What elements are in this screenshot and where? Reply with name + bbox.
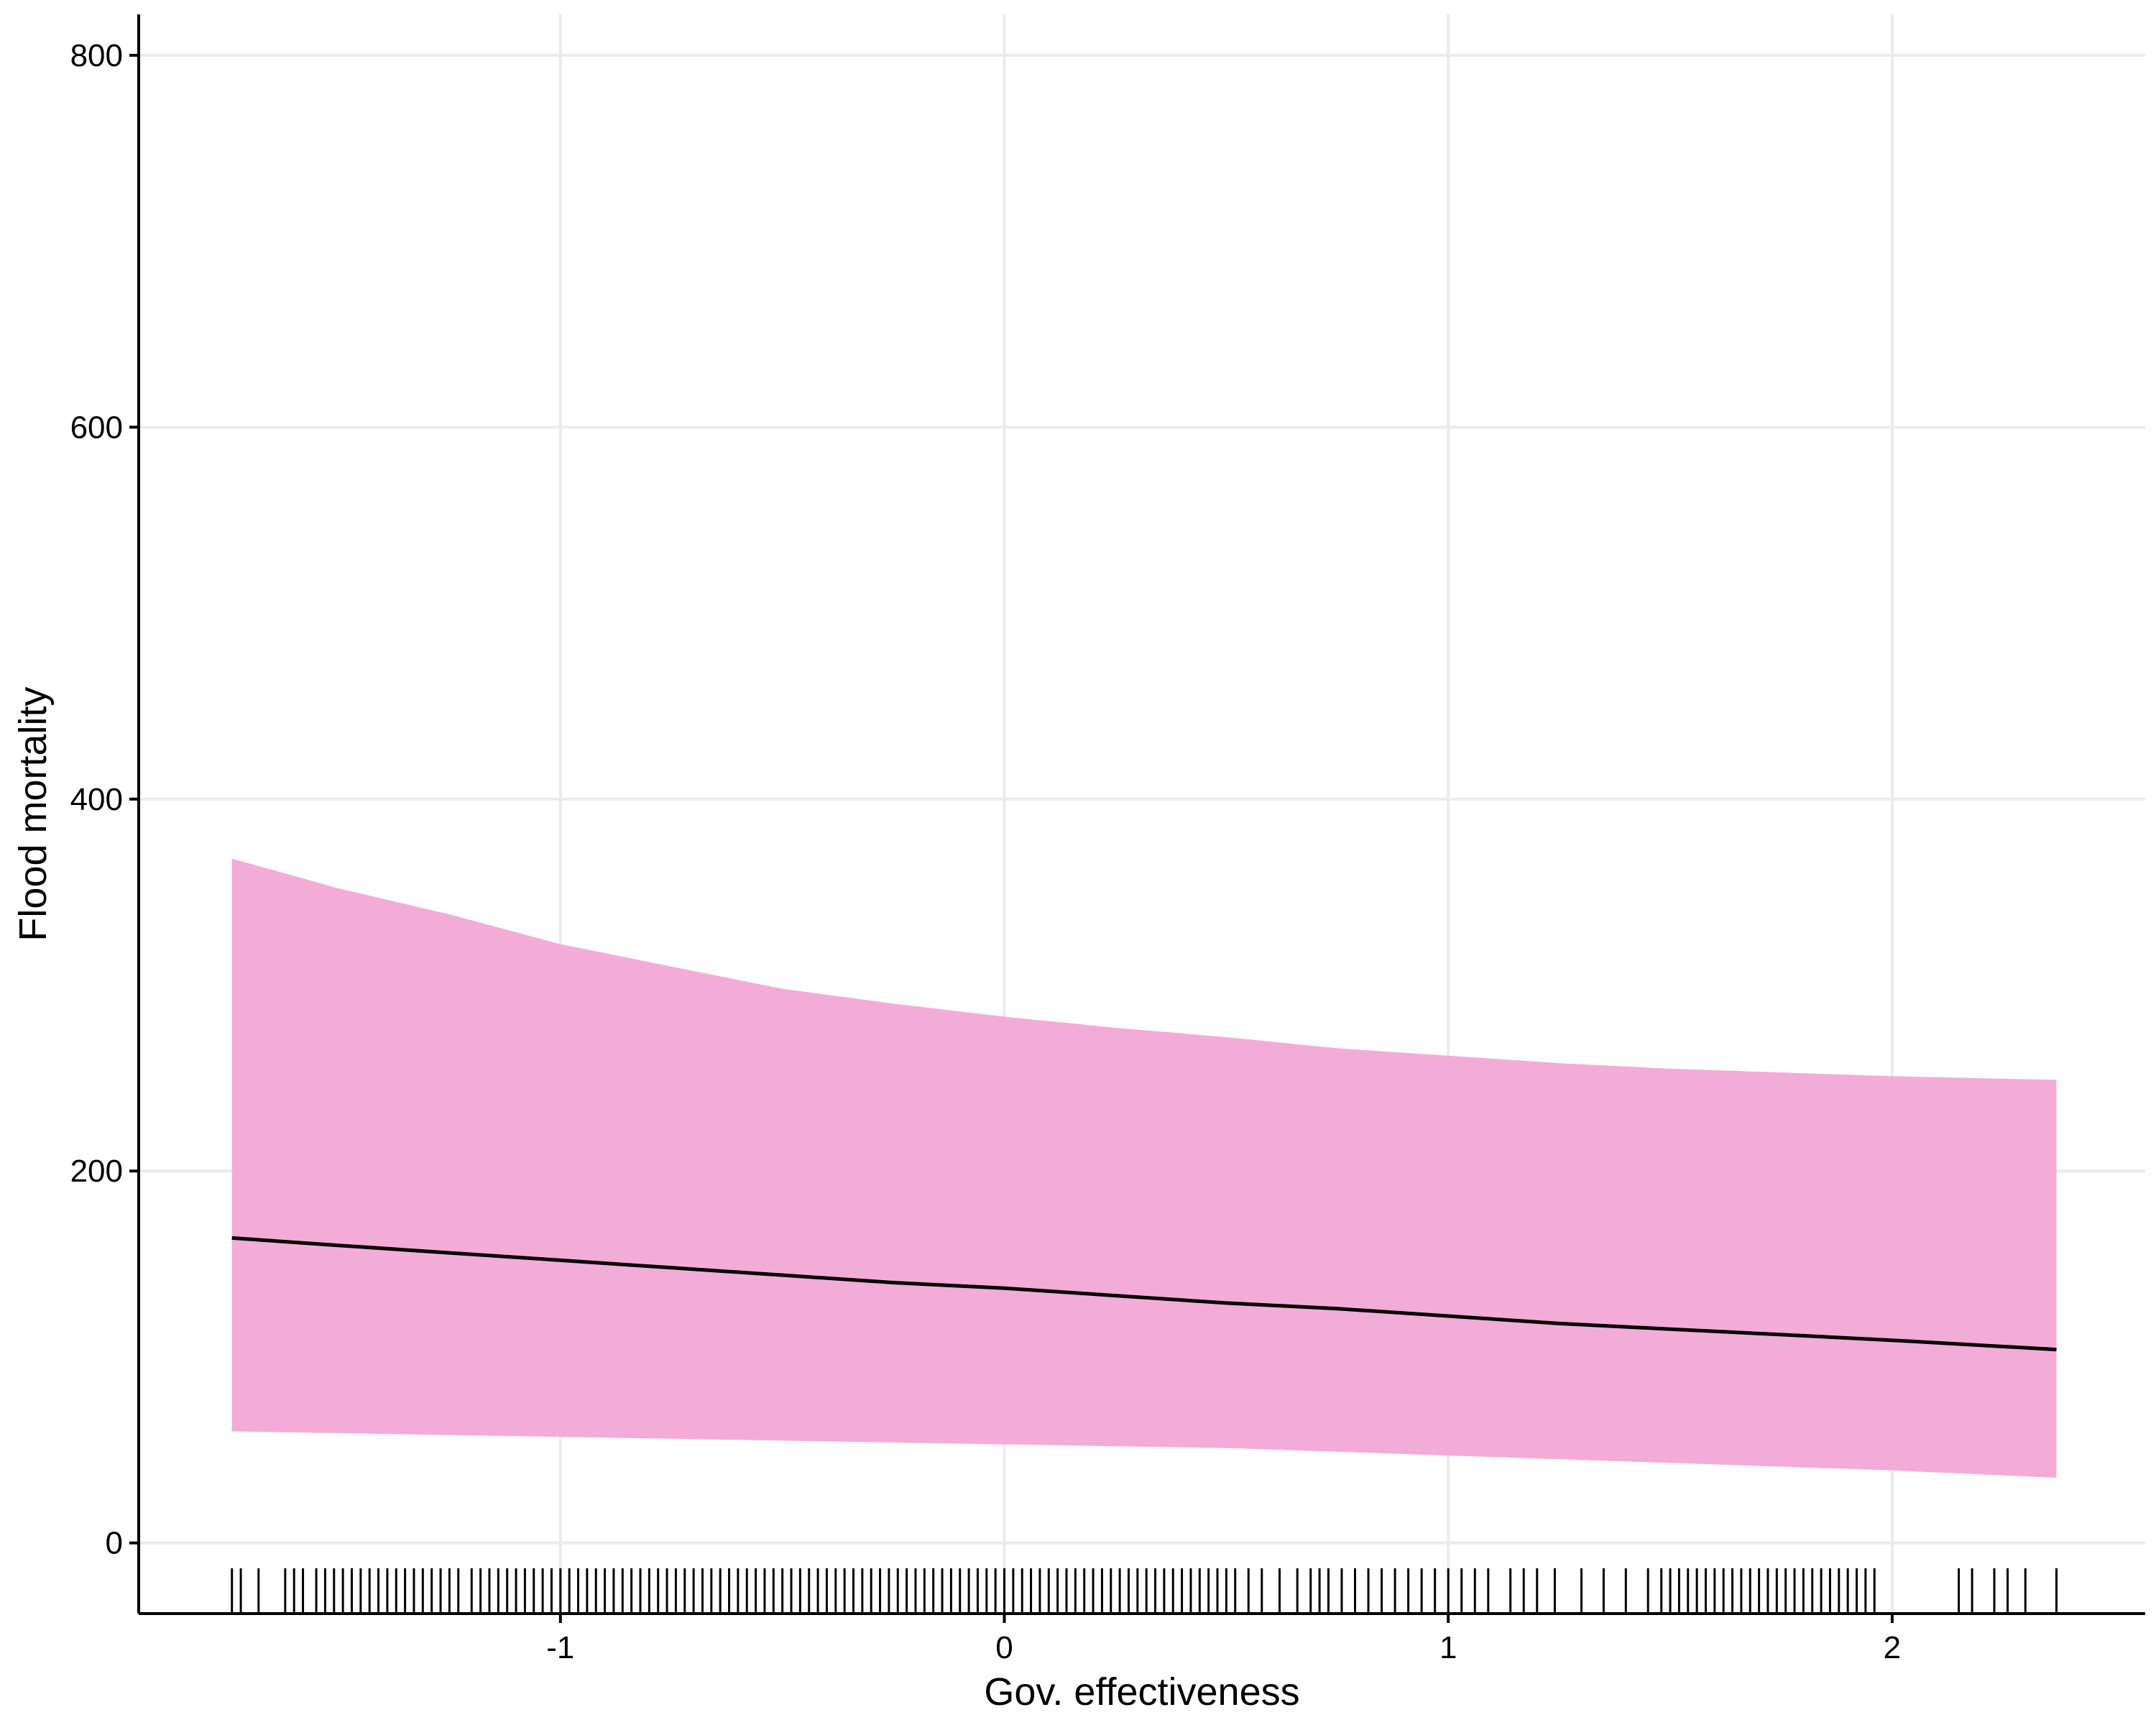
axes-layer <box>137 14 2145 1615</box>
confidence-band <box>231 858 2057 1478</box>
x-axis-title: Gov. effectiveness <box>984 1670 1299 1714</box>
fit-line-layer <box>231 1236 2057 1352</box>
y-tick-label-2: 400 <box>70 782 123 817</box>
fit-line <box>231 1236 2057 1352</box>
confidence-band-layer <box>231 858 2057 1478</box>
tick-layer: -1 0 1 2 0 200 400 600 800 <box>70 38 1902 1665</box>
y-axis-title: Flood mortality <box>11 686 55 941</box>
x-tick-label-3: 2 <box>1884 1630 1901 1665</box>
y-tick-label-1: 200 <box>70 1154 123 1189</box>
y-tick-label-4: 800 <box>70 38 123 73</box>
y-tick-label-0: 0 <box>106 1526 123 1561</box>
rug-layer <box>231 1568 2058 1614</box>
x-tick-label-2: 1 <box>1439 1630 1457 1665</box>
y-tick-label-3: 600 <box>70 410 123 445</box>
x-tick-label-0: -1 <box>546 1630 574 1665</box>
x-tick-label-1: 0 <box>995 1630 1013 1665</box>
